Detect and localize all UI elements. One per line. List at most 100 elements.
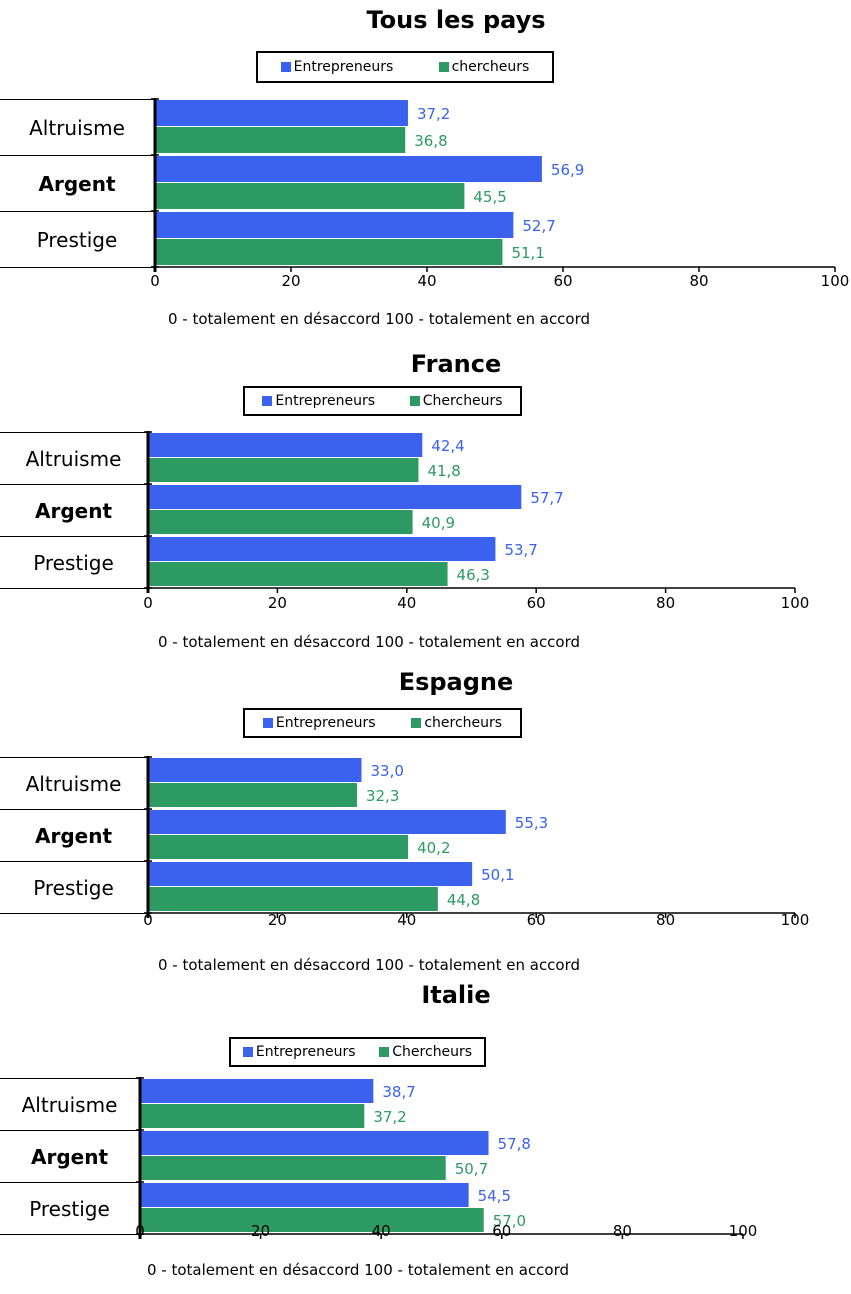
x-tick-label: 80 bbox=[613, 1222, 632, 1240]
x-tick-label: 60 bbox=[527, 594, 546, 612]
data-label: 52,7 bbox=[522, 217, 555, 235]
bar-entrepreneurs bbox=[149, 537, 496, 561]
bar-entrepreneurs bbox=[141, 1131, 489, 1155]
x-tick-label: 80 bbox=[656, 594, 675, 612]
bar-entrepreneurs bbox=[149, 862, 473, 886]
legend-label: Chercheurs bbox=[422, 393, 503, 409]
bar-chercheurs bbox=[141, 1104, 365, 1128]
legend-label: chercheurs bbox=[424, 715, 503, 731]
category-label: Argent bbox=[0, 484, 148, 537]
legend-item: Chercheurs bbox=[379, 1044, 472, 1060]
data-label: 50,1 bbox=[481, 866, 514, 884]
data-label: 37,2 bbox=[373, 1108, 406, 1126]
x-tick-label: 60 bbox=[527, 911, 546, 929]
legend-item: chercheurs bbox=[438, 59, 530, 75]
legend-swatch bbox=[280, 62, 291, 72]
category-label: Altruisme bbox=[0, 1078, 140, 1131]
scale-note: 0 - totalement en désaccord 100 - totale… bbox=[147, 1261, 570, 1279]
data-label: 38,7 bbox=[382, 1083, 415, 1101]
bar-entrepreneurs bbox=[141, 1079, 374, 1103]
legend-swatch bbox=[262, 396, 273, 406]
bar-chercheurs bbox=[141, 1156, 446, 1180]
legend-item: Chercheurs bbox=[409, 393, 503, 409]
data-label: 57,8 bbox=[498, 1135, 531, 1153]
legend-item: chercheurs bbox=[411, 715, 502, 731]
x-tick-label: 0 bbox=[143, 911, 153, 929]
x-tick-label: 100 bbox=[821, 272, 850, 290]
data-label: 54,5 bbox=[478, 1187, 511, 1205]
data-label: 40,2 bbox=[417, 839, 450, 857]
bar-chercheurs bbox=[149, 510, 413, 534]
x-tick-label: 0 bbox=[143, 594, 153, 612]
legend-label: Entrepreneurs bbox=[293, 59, 394, 75]
legend-item: Entrepreneurs bbox=[262, 715, 376, 731]
category-label: Argent bbox=[0, 1130, 140, 1183]
bar-chercheurs bbox=[156, 127, 406, 153]
bar-chercheurs bbox=[156, 183, 465, 209]
x-tick-label: 20 bbox=[268, 911, 287, 929]
data-label: 56,9 bbox=[551, 161, 584, 179]
chart-legend: Entrepreneurs chercheurs bbox=[256, 51, 554, 83]
data-label: 41,8 bbox=[427, 462, 460, 480]
chart-legend: Entrepreneurs chercheurs bbox=[243, 708, 522, 738]
bar-entrepreneurs bbox=[149, 485, 522, 509]
x-tick-label: 100 bbox=[729, 1222, 758, 1240]
chart-legend: Entrepreneurs Chercheurs bbox=[243, 386, 522, 416]
data-label: 57,0 bbox=[493, 1212, 526, 1230]
bar-chercheurs bbox=[149, 887, 438, 911]
bar-entrepreneurs bbox=[149, 433, 423, 457]
legend-label: Entrepreneurs bbox=[275, 393, 376, 409]
scale-note: 0 - totalement en désaccord 100 - totale… bbox=[158, 633, 581, 651]
data-label: 55,3 bbox=[515, 814, 548, 832]
x-tick-label: 40 bbox=[417, 272, 436, 290]
bar-chercheurs bbox=[141, 1208, 484, 1232]
data-label: 33,0 bbox=[371, 762, 404, 780]
data-label: 51,1 bbox=[511, 244, 544, 262]
data-label: 45,5 bbox=[473, 188, 506, 206]
legend-item: Entrepreneurs bbox=[280, 59, 394, 75]
data-label: 40,9 bbox=[422, 514, 455, 532]
legend-swatch bbox=[438, 62, 449, 72]
chart-title: Italie bbox=[421, 981, 491, 1009]
x-tick-label: 60 bbox=[553, 272, 572, 290]
legend-label: Chercheurs bbox=[392, 1044, 473, 1060]
category-label: Altruisme bbox=[0, 99, 155, 156]
chart-title: Tous les pays bbox=[366, 6, 546, 34]
legend-swatch bbox=[409, 396, 420, 406]
legend-label: Entrepreneurs bbox=[275, 715, 376, 731]
x-tick-label: 0 bbox=[150, 272, 160, 290]
category-label: Prestige bbox=[0, 1182, 140, 1235]
data-label: 46,3 bbox=[457, 566, 490, 584]
x-tick-label: 40 bbox=[397, 911, 416, 929]
legend-swatch bbox=[379, 1047, 390, 1057]
bar-chercheurs bbox=[149, 562, 448, 586]
legend-swatch bbox=[411, 718, 422, 728]
data-label: 42,4 bbox=[431, 437, 464, 455]
chart-title: Espagne bbox=[398, 668, 514, 696]
legend-item: Entrepreneurs bbox=[262, 393, 375, 409]
data-label: 37,2 bbox=[417, 105, 450, 123]
data-label: 53,7 bbox=[504, 541, 537, 559]
x-tick-label: 80 bbox=[689, 272, 708, 290]
scale-note: 0 - totalement en désaccord 100 - totale… bbox=[168, 310, 591, 328]
data-label: 50,7 bbox=[455, 1160, 488, 1178]
x-tick-label: 100 bbox=[781, 911, 810, 929]
data-label: 44,8 bbox=[447, 891, 480, 909]
bar-entrepreneurs bbox=[149, 810, 506, 834]
legend-label: chercheurs bbox=[451, 59, 530, 75]
category-label: Altruisme bbox=[0, 432, 148, 485]
x-tick-label: 60 bbox=[492, 1222, 511, 1240]
legend-item: Entrepreneurs bbox=[242, 1044, 356, 1060]
x-tick-label: 0 bbox=[135, 1222, 145, 1240]
category-label: Altruisme bbox=[0, 757, 148, 810]
bar-chercheurs bbox=[156, 239, 503, 265]
category-label: Prestige bbox=[0, 211, 155, 268]
bar-entrepreneurs bbox=[156, 100, 408, 126]
legend-swatch bbox=[242, 1047, 253, 1057]
x-tick-label: 40 bbox=[372, 1222, 391, 1240]
data-label: 36,8 bbox=[414, 132, 447, 150]
